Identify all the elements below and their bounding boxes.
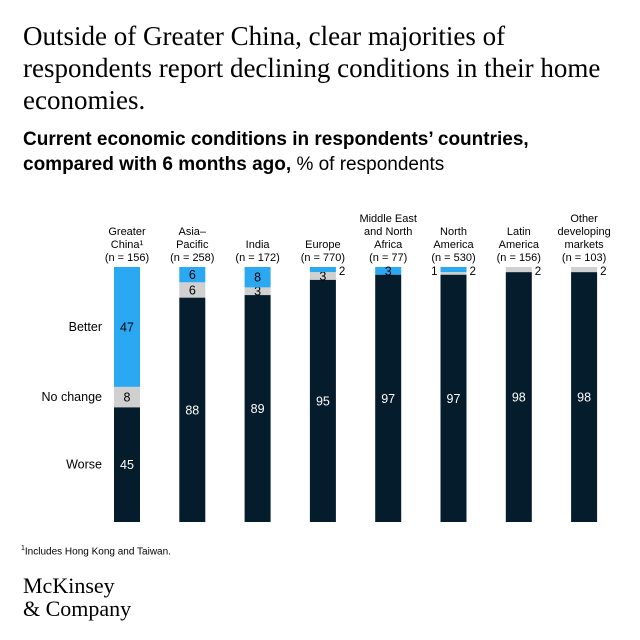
bar-segment-no-change — [309, 272, 336, 280]
bar-segment-worse — [505, 272, 532, 522]
bar-segment-no-change — [114, 386, 140, 408]
bar-segment-worse — [440, 274, 467, 522]
category-label: developing — [557, 226, 610, 238]
category-label: (n = 156) — [105, 252, 149, 264]
data-label: 3 — [319, 269, 326, 283]
bar-segment-no-change — [179, 282, 206, 298]
row-label-worse: Worse — [66, 458, 102, 472]
category-label: (n = 258) — [170, 252, 214, 264]
chart-subtitle: Current economic conditions in responden… — [23, 127, 623, 177]
logo-line-2: & Company — [23, 596, 132, 621]
category-label: markets — [565, 239, 605, 251]
data-label: 3 — [254, 285, 261, 299]
data-label: 89 — [251, 402, 265, 416]
row-label-better: Better — [69, 320, 102, 334]
data-label: 45 — [120, 458, 134, 472]
mckinsey-logo: McKinsey & Company — [23, 574, 131, 620]
bar-segment-no-change — [571, 267, 598, 273]
bar-segment-worse — [309, 279, 336, 522]
bar-segment-better — [309, 267, 336, 273]
bar-segment-no-change — [505, 267, 532, 273]
data-label: 47 — [120, 320, 134, 334]
data-label: 97 — [381, 392, 395, 406]
category-label: (n = 770) — [301, 252, 345, 264]
category-label: America — [499, 239, 540, 251]
category-label: America — [433, 239, 474, 251]
category-label: (n = 172) — [235, 252, 279, 264]
footnote: 1Includes Hong Kong and Taiwan. — [21, 545, 171, 557]
data-label: 98 — [577, 391, 591, 405]
subtitle-main: Current economic conditions in responden… — [23, 129, 529, 175]
category-label: Asia– — [179, 226, 207, 238]
bar-segment-worse — [375, 274, 402, 522]
data-label: 6 — [189, 283, 196, 297]
category-label: India — [246, 239, 271, 251]
data-label: 6 — [189, 268, 196, 282]
bar-segment-better — [375, 267, 402, 275]
data-label: 98 — [512, 391, 526, 405]
category-label: China¹ — [111, 239, 144, 251]
data-label: 8 — [254, 271, 261, 285]
bar-segment-better — [114, 267, 140, 387]
bar-segment-worse — [571, 272, 598, 522]
bar-segment-better — [179, 267, 206, 283]
category-label: (n = 156) — [497, 252, 541, 264]
data-label-outside: 2 — [339, 266, 345, 278]
footnote-mark: 1 — [21, 545, 25, 552]
bar-segment-worse — [114, 407, 140, 522]
headline: Outside of Greater China, clear majoriti… — [23, 21, 601, 115]
data-label: 8 — [124, 391, 131, 405]
bar-segment-better — [440, 267, 467, 273]
row-label-no-change: No change — [42, 390, 103, 404]
category-label: Latin — [507, 226, 531, 238]
category-label: (n = 103) — [562, 252, 606, 264]
footnote-text: Includes Hong Kong and Taiwan. — [24, 546, 171, 558]
bar-segment-no-change — [244, 287, 271, 296]
bar-segment-better — [244, 267, 271, 288]
category-label: Europe — [305, 239, 340, 251]
bar-segment-worse — [179, 297, 206, 522]
data-label: 95 — [316, 394, 330, 408]
bar-segment-no-change — [440, 272, 467, 275]
category-label: and North — [364, 226, 412, 238]
category-label: North — [440, 226, 467, 238]
data-label: 3 — [385, 264, 392, 278]
logo-line-1: McKinsey — [23, 573, 115, 598]
data-label-outside: 2 — [470, 266, 476, 278]
subtitle-unit: % of respondents — [296, 154, 445, 175]
category-label: Middle East — [359, 213, 416, 225]
category-label: (n = 77) — [369, 252, 407, 264]
bar-segment-worse — [244, 295, 271, 522]
data-label-outside: 2 — [600, 266, 606, 278]
category-label: (n = 530) — [431, 252, 475, 264]
data-label-outside: 1 — [431, 266, 437, 278]
category-label: Africa — [374, 239, 403, 251]
category-label: Greater — [108, 226, 146, 238]
category-label: Other — [570, 213, 598, 225]
data-label: 88 — [185, 403, 199, 417]
data-label: 97 — [447, 392, 461, 406]
category-label: Pacific — [176, 239, 209, 251]
data-label-outside: 2 — [535, 266, 541, 278]
